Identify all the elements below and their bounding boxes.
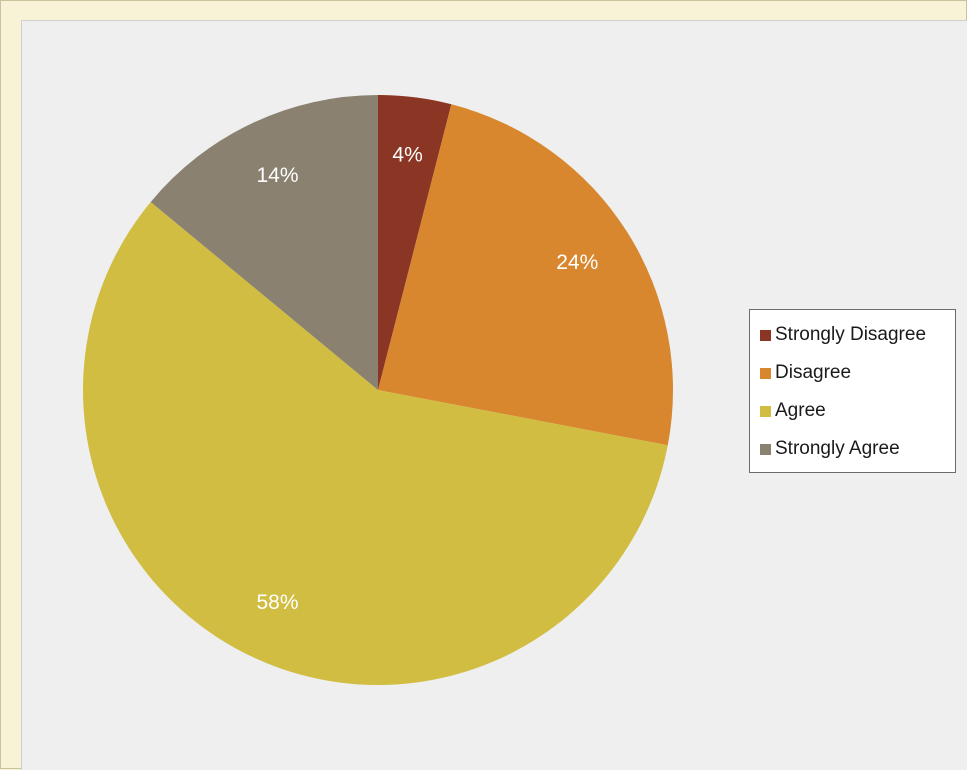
data-label-strongly-disagree: 4% [392, 143, 422, 166]
data-label-agree: 58% [257, 591, 299, 614]
legend-label-agree: Agree [775, 400, 826, 422]
legend-label-disagree: Disagree [775, 362, 851, 384]
legend-item-strongly-disagree: Strongly Disagree [750, 316, 955, 354]
legend-swatch-agree [760, 406, 771, 417]
legend: Strongly Disagree Disagree Agree Strongl… [749, 309, 956, 473]
legend-item-disagree: Disagree [750, 354, 955, 392]
legend-swatch-strongly-agree [760, 444, 771, 455]
legend-swatch-strongly-disagree [760, 330, 771, 341]
legend-item-agree: Agree [750, 392, 955, 430]
legend-label-strongly-disagree: Strongly Disagree [775, 324, 926, 346]
data-label-disagree: 24% [556, 251, 598, 274]
data-label-strongly-agree: 14% [257, 164, 299, 187]
legend-label-strongly-agree: Strongly Agree [775, 438, 900, 460]
legend-item-strongly-agree: Strongly Agree [750, 430, 955, 468]
legend-swatch-disagree [760, 368, 771, 379]
